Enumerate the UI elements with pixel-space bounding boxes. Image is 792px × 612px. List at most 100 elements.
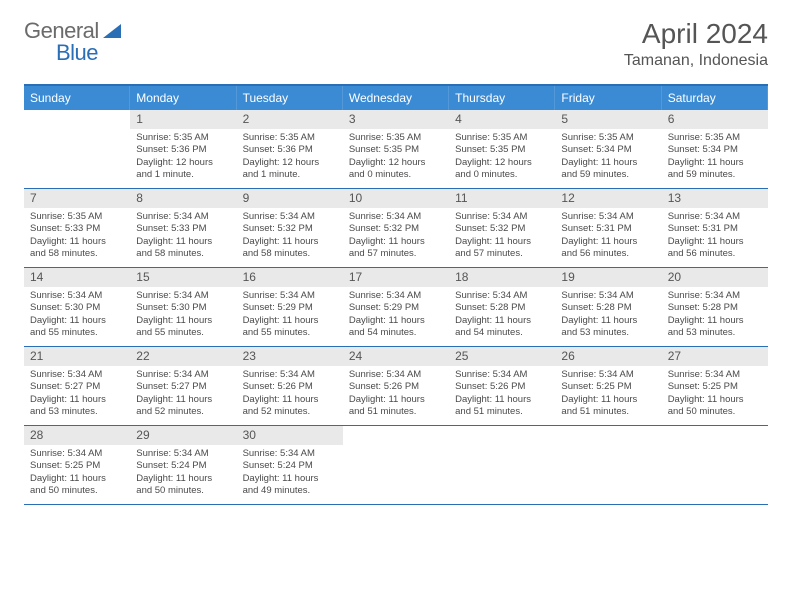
month-title: April 2024: [624, 18, 768, 50]
day-cell: 9Sunrise: 5:34 AMSunset: 5:32 PMDaylight…: [237, 189, 343, 267]
sunset-text: Sunset: 5:36 PM: [136, 144, 230, 156]
location-label: Tamanan, Indonesia: [624, 52, 768, 70]
daylight-text: Daylight: 12 hours and 0 minutes.: [349, 157, 443, 182]
week-row: 14Sunrise: 5:34 AMSunset: 5:30 PMDayligh…: [24, 268, 768, 347]
day-number: 26: [555, 347, 661, 366]
weekday-header: Sunday: [24, 86, 130, 110]
sunrise-text: Sunrise: 5:34 AM: [136, 369, 230, 381]
daylight-text: Daylight: 11 hours and 57 minutes.: [349, 236, 443, 261]
day-cell: 23Sunrise: 5:34 AMSunset: 5:26 PMDayligh…: [237, 347, 343, 425]
sunrise-text: Sunrise: 5:35 AM: [455, 132, 549, 144]
day-details: Sunrise: 5:34 AMSunset: 5:25 PMDaylight:…: [555, 366, 661, 422]
day-cell: 10Sunrise: 5:34 AMSunset: 5:32 PMDayligh…: [343, 189, 449, 267]
sunrise-text: Sunrise: 5:35 AM: [349, 132, 443, 144]
daylight-text: Daylight: 11 hours and 51 minutes.: [561, 394, 655, 419]
day-details: Sunrise: 5:35 AMSunset: 5:36 PMDaylight:…: [237, 129, 343, 185]
sunset-text: Sunset: 5:34 PM: [668, 144, 762, 156]
day-number: 10: [343, 189, 449, 208]
sunrise-text: Sunrise: 5:34 AM: [30, 369, 124, 381]
weekday-header: Thursday: [449, 86, 555, 110]
logo-word-blue: Blue: [56, 40, 98, 66]
day-cell: 20Sunrise: 5:34 AMSunset: 5:28 PMDayligh…: [662, 268, 768, 346]
daylight-text: Daylight: 11 hours and 58 minutes.: [136, 236, 230, 261]
day-details: Sunrise: 5:34 AMSunset: 5:27 PMDaylight:…: [24, 366, 130, 422]
day-details: Sunrise: 5:34 AMSunset: 5:29 PMDaylight:…: [343, 287, 449, 343]
sunrise-text: Sunrise: 5:34 AM: [561, 290, 655, 302]
weekday-header: Saturday: [662, 86, 768, 110]
day-cell: 18Sunrise: 5:34 AMSunset: 5:28 PMDayligh…: [449, 268, 555, 346]
day-number: 11: [449, 189, 555, 208]
sunrise-text: Sunrise: 5:35 AM: [30, 211, 124, 223]
day-cell: 25Sunrise: 5:34 AMSunset: 5:26 PMDayligh…: [449, 347, 555, 425]
day-number: 2: [237, 110, 343, 129]
sunset-text: Sunset: 5:24 PM: [136, 460, 230, 472]
sunrise-text: Sunrise: 5:34 AM: [455, 290, 549, 302]
day-cell: 27Sunrise: 5:34 AMSunset: 5:25 PMDayligh…: [662, 347, 768, 425]
sunrise-text: Sunrise: 5:34 AM: [243, 448, 337, 460]
day-details: Sunrise: 5:34 AMSunset: 5:28 PMDaylight:…: [449, 287, 555, 343]
day-details: Sunrise: 5:34 AMSunset: 5:25 PMDaylight:…: [662, 366, 768, 422]
day-number: 17: [343, 268, 449, 287]
sunset-text: Sunset: 5:27 PM: [30, 381, 124, 393]
day-details: Sunrise: 5:35 AMSunset: 5:36 PMDaylight:…: [130, 129, 236, 185]
sunset-text: Sunset: 5:33 PM: [136, 223, 230, 235]
sunrise-text: Sunrise: 5:34 AM: [30, 448, 124, 460]
sunrise-text: Sunrise: 5:34 AM: [243, 211, 337, 223]
sunrise-text: Sunrise: 5:34 AM: [30, 290, 124, 302]
sunset-text: Sunset: 5:28 PM: [561, 302, 655, 314]
day-number: 15: [130, 268, 236, 287]
daylight-text: Daylight: 11 hours and 54 minutes.: [455, 315, 549, 340]
sunset-text: Sunset: 5:31 PM: [668, 223, 762, 235]
day-number: 8: [130, 189, 236, 208]
day-cell: 24Sunrise: 5:34 AMSunset: 5:26 PMDayligh…: [343, 347, 449, 425]
day-cell: 16Sunrise: 5:34 AMSunset: 5:29 PMDayligh…: [237, 268, 343, 346]
sunrise-text: Sunrise: 5:34 AM: [668, 369, 762, 381]
day-number: 23: [237, 347, 343, 366]
day-cell: 14Sunrise: 5:34 AMSunset: 5:30 PMDayligh…: [24, 268, 130, 346]
day-cell: 7Sunrise: 5:35 AMSunset: 5:33 PMDaylight…: [24, 189, 130, 267]
sunset-text: Sunset: 5:25 PM: [668, 381, 762, 393]
daylight-text: Daylight: 11 hours and 53 minutes.: [561, 315, 655, 340]
week-row: 28Sunrise: 5:34 AMSunset: 5:25 PMDayligh…: [24, 426, 768, 505]
day-details: Sunrise: 5:34 AMSunset: 5:32 PMDaylight:…: [449, 208, 555, 264]
day-number: 14: [24, 268, 130, 287]
day-number: 21: [24, 347, 130, 366]
day-details: Sunrise: 5:34 AMSunset: 5:30 PMDaylight:…: [24, 287, 130, 343]
daylight-text: Daylight: 11 hours and 53 minutes.: [30, 394, 124, 419]
day-cell: 6Sunrise: 5:35 AMSunset: 5:34 PMDaylight…: [662, 110, 768, 188]
day-cell: 30Sunrise: 5:34 AMSunset: 5:24 PMDayligh…: [237, 426, 343, 504]
daylight-text: Daylight: 11 hours and 54 minutes.: [349, 315, 443, 340]
day-number: 6: [662, 110, 768, 129]
day-cell: [555, 426, 661, 504]
day-details: Sunrise: 5:35 AMSunset: 5:35 PMDaylight:…: [343, 129, 449, 185]
sunset-text: Sunset: 5:29 PM: [349, 302, 443, 314]
page-header: General Blue April 2024 Tamanan, Indones…: [0, 0, 792, 78]
weekday-header: Friday: [555, 86, 661, 110]
day-cell: [24, 110, 130, 188]
sunrise-text: Sunrise: 5:34 AM: [349, 290, 443, 302]
sunset-text: Sunset: 5:26 PM: [349, 381, 443, 393]
day-cell: 21Sunrise: 5:34 AMSunset: 5:27 PMDayligh…: [24, 347, 130, 425]
sunrise-text: Sunrise: 5:35 AM: [561, 132, 655, 144]
day-details: Sunrise: 5:34 AMSunset: 5:32 PMDaylight:…: [343, 208, 449, 264]
sunrise-text: Sunrise: 5:34 AM: [561, 211, 655, 223]
day-number: 4: [449, 110, 555, 129]
sunset-text: Sunset: 5:28 PM: [455, 302, 549, 314]
day-number: 22: [130, 347, 236, 366]
sunset-text: Sunset: 5:25 PM: [30, 460, 124, 472]
day-details: Sunrise: 5:34 AMSunset: 5:26 PMDaylight:…: [343, 366, 449, 422]
day-cell: [449, 426, 555, 504]
daylight-text: Daylight: 11 hours and 53 minutes.: [668, 315, 762, 340]
day-cell: 8Sunrise: 5:34 AMSunset: 5:33 PMDaylight…: [130, 189, 236, 267]
day-details: Sunrise: 5:34 AMSunset: 5:30 PMDaylight:…: [130, 287, 236, 343]
daylight-text: Daylight: 11 hours and 55 minutes.: [136, 315, 230, 340]
day-number: 24: [343, 347, 449, 366]
day-number: 18: [449, 268, 555, 287]
sunset-text: Sunset: 5:34 PM: [561, 144, 655, 156]
daylight-text: Daylight: 11 hours and 59 minutes.: [668, 157, 762, 182]
day-details: Sunrise: 5:34 AMSunset: 5:26 PMDaylight:…: [449, 366, 555, 422]
day-details: Sunrise: 5:35 AMSunset: 5:34 PMDaylight:…: [555, 129, 661, 185]
weekday-header: Wednesday: [343, 86, 449, 110]
sunset-text: Sunset: 5:36 PM: [243, 144, 337, 156]
day-details: Sunrise: 5:34 AMSunset: 5:27 PMDaylight:…: [130, 366, 236, 422]
